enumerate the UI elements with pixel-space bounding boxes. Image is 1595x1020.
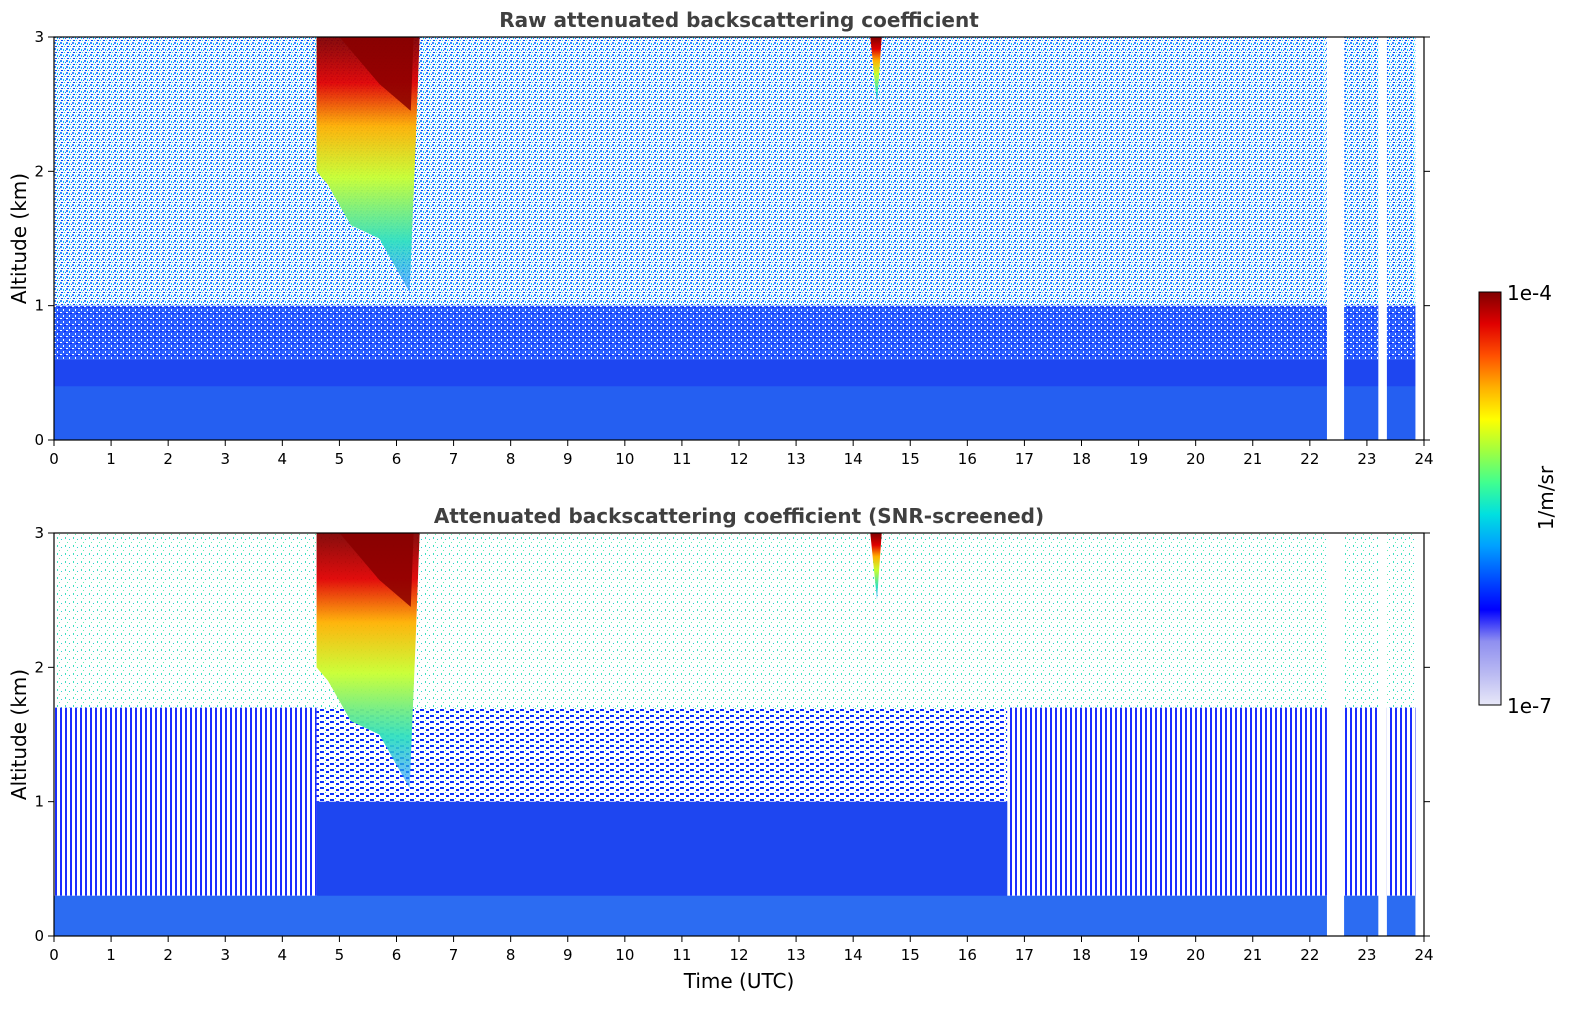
x-axis: 0 1 2 3 4 5 6 7 8 9 10 11 12 13 14 15 16 17 18 19 20 21 22 23 24	[49, 936, 1434, 964]
colorbar: 1e-4 1e-7 1/m/sr	[1478, 281, 1558, 718]
x-axis-label: Time (UTC)	[683, 969, 795, 993]
missing-data-gap	[1378, 533, 1387, 936]
x-tick-label: 21	[1243, 946, 1262, 964]
heatmap-field	[54, 37, 1424, 440]
y-tick-label: 3	[34, 28, 44, 46]
x-tick-label: 24	[1414, 450, 1433, 468]
y-tick-label: 2	[34, 658, 44, 676]
x-tick-label: 13	[787, 450, 806, 468]
colorbar-min-label: 1e-7	[1507, 694, 1552, 718]
x-tick-label: 1	[106, 450, 116, 468]
cloud-core	[339, 37, 414, 111]
x-tick-label: 24	[1414, 946, 1433, 964]
x-tick-label: 2	[163, 946, 173, 964]
x-tick-label: 17	[1015, 946, 1034, 964]
x-tick-label: 12	[729, 946, 748, 964]
colorbar-max-label: 1e-4	[1507, 281, 1552, 305]
stripe-region-right	[1007, 707, 1424, 896]
x-tick-label: 11	[672, 450, 691, 468]
colorbar-gradient	[1478, 291, 1502, 706]
x-tick-label: 19	[1129, 450, 1148, 468]
x-tick-label: 4	[278, 450, 288, 468]
mid-noise-region	[54, 305, 1424, 360]
x-tick-label: 19	[1129, 946, 1148, 964]
cloud-feature	[316, 533, 420, 789]
x-tick-label: 0	[49, 946, 59, 964]
x-tick-label: 11	[672, 946, 691, 964]
y-tick-label: 3	[34, 524, 44, 542]
y-tick-label: 1	[34, 793, 44, 811]
cloud-core	[339, 533, 414, 607]
x-tick-label: 20	[1186, 946, 1205, 964]
colorbar-unit-label: 1/m/sr	[1534, 465, 1558, 530]
cloud-feature	[870, 37, 882, 105]
missing-data-gap	[1415, 37, 1424, 440]
x-tick-label: 8	[506, 450, 516, 468]
heatmap-field	[54, 533, 1424, 936]
x-tick-label: 5	[335, 946, 345, 964]
raw-backscatter-panel: Raw attenuated backscattering coefficien…	[7, 8, 1434, 468]
x-tick-label: 13	[787, 946, 806, 964]
x-tick-label: 3	[220, 946, 230, 964]
stripe-region-left	[54, 707, 317, 896]
x-tick-label: 17	[1015, 450, 1034, 468]
panel-title: Raw attenuated backscattering coefficien…	[499, 8, 979, 32]
x-tick-label: 6	[392, 450, 402, 468]
missing-data-gap	[1415, 533, 1424, 936]
x-tick-label: 20	[1186, 450, 1205, 468]
x-tick-label: 6	[392, 946, 402, 964]
panel-title: Attenuated backscattering coefficient (S…	[434, 504, 1044, 528]
y-tick-label: 0	[34, 431, 44, 449]
y-axis: 0 1 2 3	[34, 524, 1430, 945]
x-axis: 0 1 2 3 4 5 6 7 8 9 10 11 12 13 14 15 16 17 18 19 20 21 22 23 24	[49, 440, 1434, 468]
x-tick-label: 15	[901, 450, 920, 468]
x-tick-label: 18	[1072, 450, 1091, 468]
y-tick-label: 0	[34, 927, 44, 945]
missing-data-gap	[1326, 533, 1345, 936]
boundary-layer-region	[54, 895, 1424, 936]
x-tick-label: 1	[106, 946, 116, 964]
x-tick-label: 16	[958, 946, 977, 964]
boundary-layer-core	[54, 386, 1424, 440]
x-tick-label: 14	[844, 946, 863, 964]
mid-screened-region	[316, 707, 1008, 802]
snr-screened-backscatter-panel: Attenuated backscattering coefficient (S…	[7, 504, 1434, 993]
x-tick-label: 23	[1357, 946, 1376, 964]
missing-data-gap	[1378, 37, 1387, 440]
x-tick-label: 7	[449, 450, 459, 468]
y-tick-label: 2	[34, 162, 44, 180]
x-tick-label: 14	[844, 450, 863, 468]
x-tick-label: 5	[335, 450, 345, 468]
upper-screened-region	[54, 533, 1424, 708]
x-tick-label: 21	[1243, 450, 1262, 468]
x-tick-label: 2	[163, 450, 173, 468]
x-tick-label: 9	[563, 450, 573, 468]
x-tick-label: 18	[1072, 946, 1091, 964]
x-tick-label: 3	[220, 450, 230, 468]
x-tick-label: 15	[901, 946, 920, 964]
y-tick-label: 1	[34, 297, 44, 315]
y-axis: 0 1 2 3	[34, 28, 1430, 449]
x-tick-label: 23	[1357, 450, 1376, 468]
y-axis-label: Altitude (km)	[7, 173, 31, 304]
cloud-feature	[870, 533, 882, 601]
cloud-feature	[316, 37, 420, 293]
x-tick-label: 10	[615, 946, 634, 964]
x-tick-label: 10	[615, 450, 634, 468]
upper-noise-region	[54, 37, 1424, 306]
x-tick-label: 9	[563, 946, 573, 964]
y-axis-label: Altitude (km)	[7, 669, 31, 800]
x-tick-label: 7	[449, 946, 459, 964]
x-tick-label: 4	[278, 946, 288, 964]
x-tick-label: 22	[1300, 946, 1319, 964]
x-tick-label: 22	[1300, 450, 1319, 468]
x-tick-label: 8	[506, 946, 516, 964]
x-tick-label: 0	[49, 450, 59, 468]
missing-data-gap	[1326, 37, 1345, 440]
x-tick-label: 16	[958, 450, 977, 468]
x-tick-label: 12	[729, 450, 748, 468]
